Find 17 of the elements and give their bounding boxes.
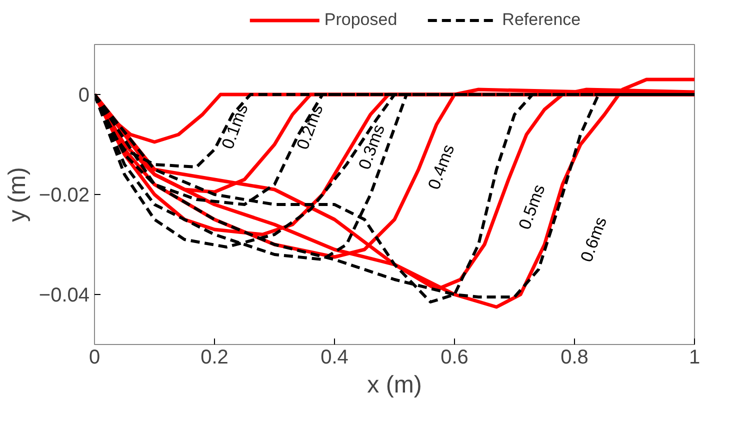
- y-axis-title: y (m): [4, 167, 31, 222]
- y-tick-label: 0: [78, 84, 90, 106]
- x-tick-label: 0.4: [320, 346, 348, 368]
- annotation: 0.6ms: [576, 214, 611, 264]
- annotation: 0.5ms: [515, 182, 549, 232]
- x-axis-title: x (m): [367, 372, 422, 398]
- y-tick-label: −0.04: [38, 284, 90, 306]
- x-tick-label: 0.6: [440, 346, 468, 368]
- annotation: 0.3ms: [354, 122, 389, 172]
- x-tick-label: 1: [688, 346, 700, 368]
- annotation: 0.1ms: [218, 101, 252, 152]
- y-tick-label: −0.02: [38, 184, 90, 206]
- x-tick-label: 0.2: [200, 346, 228, 368]
- x-tick-label: 0.8: [560, 346, 588, 368]
- annotation: 0.4ms: [424, 142, 458, 192]
- legend-label: Reference: [502, 10, 581, 30]
- legend-label: Proposed: [324, 10, 398, 30]
